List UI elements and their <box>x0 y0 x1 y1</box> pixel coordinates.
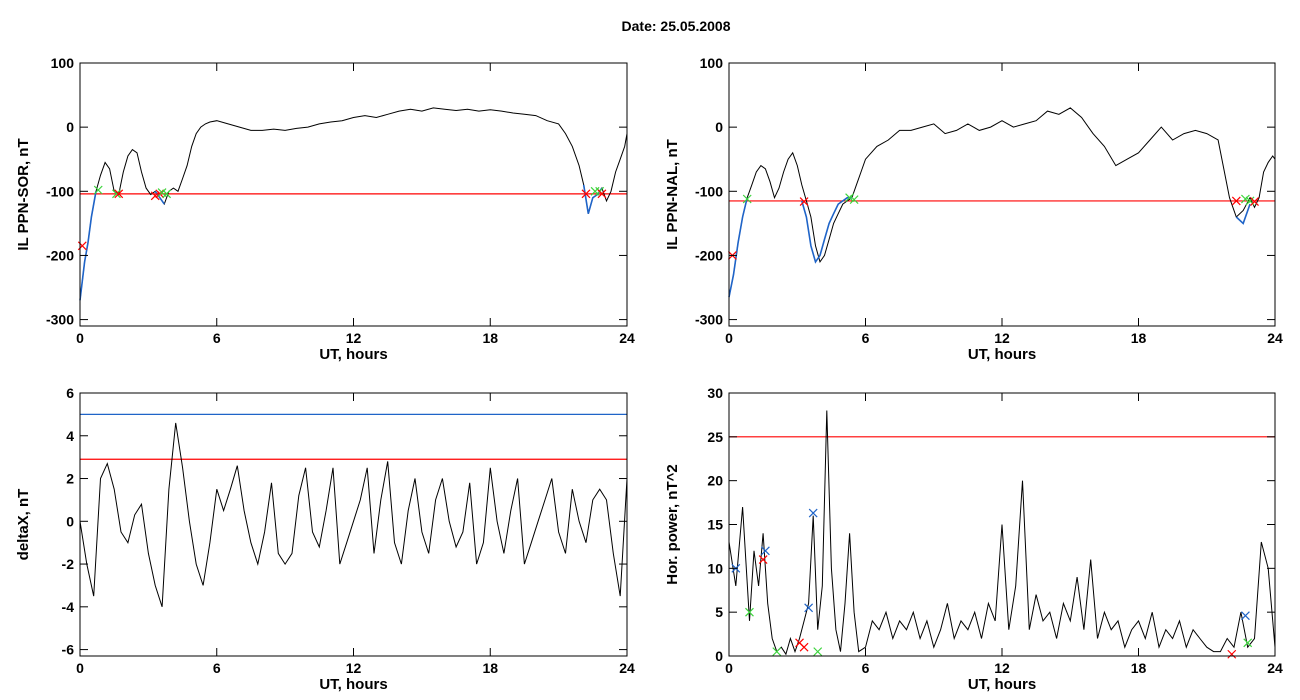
y-tick-label: 10 <box>707 560 723 576</box>
y-tick-label: 100 <box>700 55 724 71</box>
x-axis-label: UT, hours <box>968 346 1036 363</box>
x-tick-label: 6 <box>213 330 221 346</box>
event-marker-red <box>155 189 165 199</box>
event-marker-red <box>77 241 87 251</box>
event-marker-blue <box>804 603 814 613</box>
series-line-black <box>79 422 628 607</box>
x-tick-label: 24 <box>619 330 635 346</box>
event-marker-red <box>114 189 124 199</box>
x-axis-label: UT, hours <box>968 676 1036 693</box>
y-tick-label: 0 <box>66 513 74 529</box>
event-marker-red <box>758 555 768 564</box>
y-tick-label: 30 <box>707 385 723 401</box>
y-tick-label: -100 <box>695 183 723 199</box>
x-tick-label: 18 <box>1131 330 1147 346</box>
x-tick-label: 18 <box>482 660 498 676</box>
y-tick-label: -200 <box>695 247 723 263</box>
y-tick-label: 2 <box>66 471 74 487</box>
y-tick-label: 100 <box>51 55 75 71</box>
panel-hor-power: 0 6 12 18 24 0 5 10 15 20 25 30 UT, hours Hor. power,… <box>664 385 1283 693</box>
y-tick-label: -2 <box>62 556 75 572</box>
y-tick-label: 0 <box>715 119 723 135</box>
event-marker-red <box>1227 649 1237 659</box>
y-axis-label: deltaX, nT <box>15 489 32 561</box>
y-tick-label: 0 <box>66 119 74 135</box>
x-tick-label: 24 <box>1267 660 1283 676</box>
x-tick-label: 18 <box>1131 660 1147 676</box>
y-tick-label: 4 <box>66 428 74 444</box>
event-marker-red <box>1250 197 1259 206</box>
event-marker-green <box>1243 638 1253 648</box>
y-tick-label: -4 <box>62 599 75 615</box>
axes-frame <box>79 392 628 657</box>
axes-frame <box>728 62 1276 327</box>
x-tick-label: 6 <box>862 660 870 676</box>
event-marker-green <box>93 185 103 195</box>
y-tick-label: -200 <box>46 247 74 263</box>
x-tick-label: 0 <box>725 660 733 676</box>
y-tick-label: -6 <box>62 642 75 658</box>
y-axis-label: Hor. power, nT^2 <box>664 464 681 584</box>
y-tick-label: -100 <box>46 183 74 199</box>
figure-title: Date: 25.05.2008 <box>621 18 731 34</box>
x-tick-label: 6 <box>213 660 221 676</box>
event-marker-green <box>112 189 121 199</box>
event-marker-green <box>849 195 859 205</box>
panel-il-ppn-nal: 0 6 12 18 24 -300 -200 -100 0 100 UT, hours IL PPN-… <box>664 55 1283 363</box>
x-tick-label: 0 <box>76 330 84 346</box>
event-marker-green <box>1241 194 1250 204</box>
y-tick-label: 20 <box>707 473 723 489</box>
y-tick-label: -300 <box>46 312 74 328</box>
x-tick-label: 12 <box>346 660 362 676</box>
event-marker-blue <box>808 508 818 518</box>
event-marker-green <box>813 647 823 657</box>
event-marker-green <box>772 647 782 657</box>
series-line-blue <box>728 197 748 298</box>
y-axis-label: IL PPN-SOR, nT <box>15 138 32 250</box>
x-axis-label: UT, hours <box>319 676 387 693</box>
x-tick-label: 0 <box>76 660 84 676</box>
x-tick-label: 18 <box>482 330 498 346</box>
event-marker-green <box>162 189 172 199</box>
event-marker-red <box>581 189 591 199</box>
y-tick-label: 6 <box>66 385 74 401</box>
y-tick-label: 25 <box>707 429 723 445</box>
x-tick-label: 0 <box>725 330 733 346</box>
panel-il-ppn-sor: 0 6 12 18 24 -300 -200 -100 0 100 UT, hours IL PPN-… <box>15 55 635 363</box>
x-tick-label: 12 <box>346 330 362 346</box>
event-marker-red <box>150 191 160 201</box>
event-marker-green <box>745 607 754 617</box>
y-tick-label: 15 <box>707 517 723 533</box>
event-marker-red <box>799 642 809 652</box>
y-tick-label: 5 <box>715 604 723 620</box>
event-marker-green <box>845 193 854 203</box>
event-marker-blue <box>1241 611 1250 621</box>
y-tick-label: -300 <box>695 312 723 328</box>
event-marker-blue <box>760 546 770 556</box>
event-marker-green <box>742 194 752 204</box>
series-line-blue <box>79 191 97 301</box>
series-line-black <box>728 107 1276 298</box>
series-line-blue <box>801 196 852 264</box>
series-line-black <box>728 410 1276 656</box>
x-tick-label: 12 <box>994 660 1010 676</box>
axes-frame <box>79 62 628 327</box>
series-line-blue <box>1235 203 1251 225</box>
x-tick-label: 12 <box>994 330 1010 346</box>
event-marker-red <box>1231 196 1241 206</box>
series-line-black <box>79 107 628 301</box>
y-axis-label: IL PPN-NAL, nT <box>664 139 681 250</box>
event-marker-red <box>597 189 607 199</box>
y-tick-label: 0 <box>715 648 723 664</box>
x-tick-label: 24 <box>619 660 635 676</box>
x-tick-label: 24 <box>1267 330 1283 346</box>
event-marker-red <box>799 197 809 206</box>
x-tick-label: 6 <box>862 330 870 346</box>
x-axis-label: UT, hours <box>319 346 387 363</box>
